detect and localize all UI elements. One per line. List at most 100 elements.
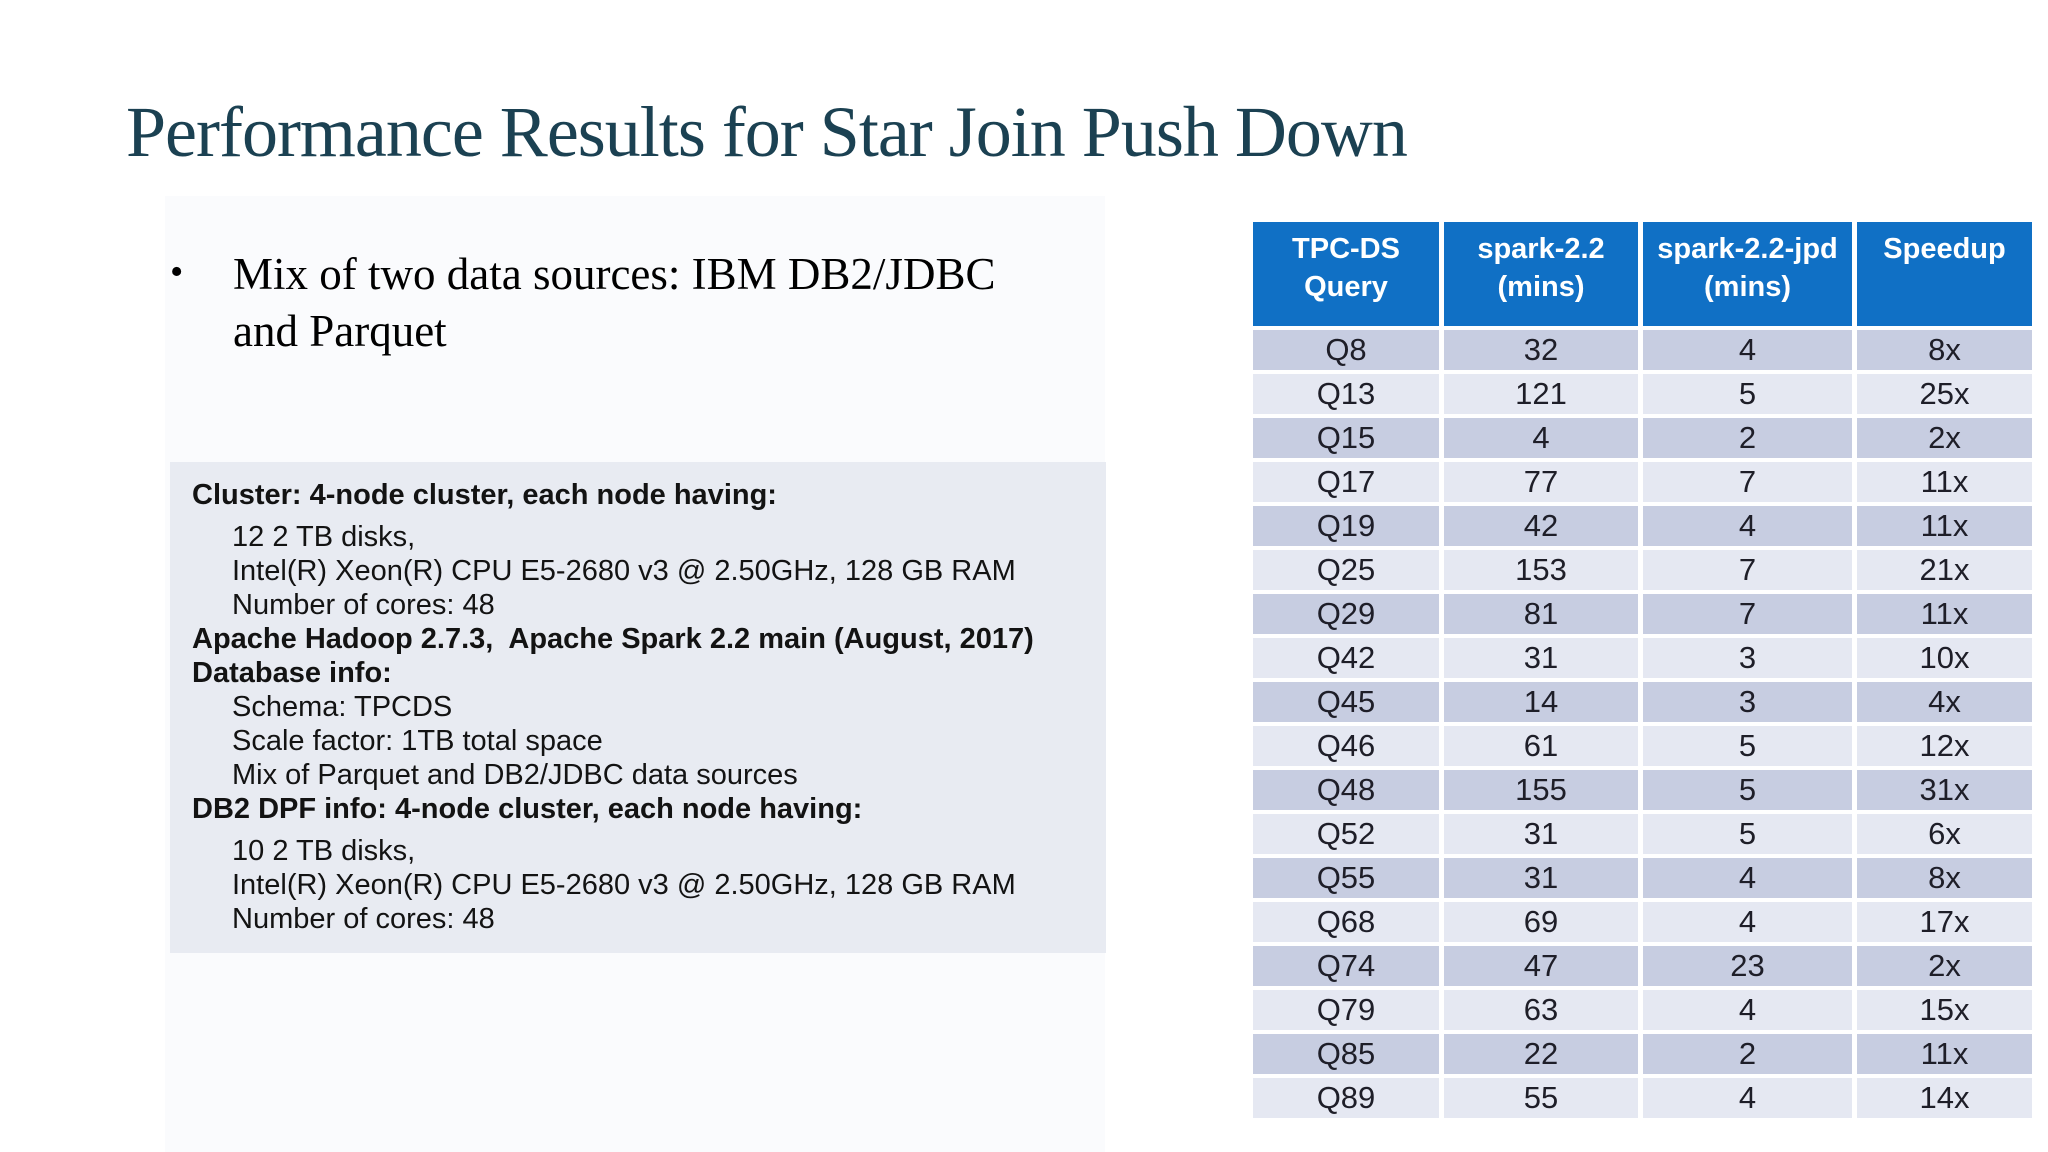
table-cell: Q13 (1253, 374, 1439, 414)
table-cell: 11x (1857, 1034, 2032, 1074)
info-line: Scale factor: 1TB total space (232, 725, 603, 757)
table-cell: Q17 (1253, 462, 1439, 502)
table-cell: 15x (1857, 990, 2032, 1030)
results-table: TPC-DS Query spark-2.2 (mins) spark-2.2-jpd (… (1248, 218, 2037, 1122)
table-header-line: TPC-DS (1292, 233, 1400, 265)
info-line: Intel(R) Xeon(R) CPU E5-2680 v3 @ 2.50GH… (232, 555, 1016, 587)
table-row: Q17 77 7 11x (1253, 462, 2032, 502)
info-line: Cluster: 4-node cluster, each node havin… (192, 479, 777, 511)
table-cell: 4 (1643, 902, 1852, 942)
table-cell: 2 (1643, 1034, 1852, 1074)
table-header-cell: spark-2.2-jpd (mins) (1643, 222, 1852, 326)
table-header-line: spark-2.2-jpd (1657, 233, 1838, 265)
table-cell: 42 (1444, 506, 1638, 546)
info-box: Cluster: 4-node cluster, each node havin… (170, 462, 1106, 953)
info-line: Schema: TPCDS (232, 691, 453, 723)
table-row: Q8 32 4 8x (1253, 330, 2032, 370)
table-cell: 4 (1643, 506, 1852, 546)
table-cell: 3 (1643, 638, 1852, 678)
table-header-cell: TPC-DS Query (1253, 222, 1439, 326)
table-cell: 21x (1857, 550, 2032, 590)
table-cell: 2x (1857, 418, 2032, 458)
table-cell: 77 (1444, 462, 1638, 502)
table-cell: 31x (1857, 770, 2032, 810)
table-cell: 7 (1643, 462, 1852, 502)
table-cell: Q25 (1253, 550, 1439, 590)
table-row: Q52 31 5 6x (1253, 814, 2032, 854)
table-header-line: spark-2.2 (1477, 233, 1605, 265)
table-cell: 2 (1643, 418, 1852, 458)
table-cell: 4x (1857, 682, 2032, 722)
table-cell: 155 (1444, 770, 1638, 810)
table-cell: 10x (1857, 638, 2032, 678)
table-cell: Q79 (1253, 990, 1439, 1030)
table-cell: 81 (1444, 594, 1638, 634)
table-cell: 22 (1444, 1034, 1638, 1074)
table-cell: Q15 (1253, 418, 1439, 458)
table-cell: 4 (1444, 418, 1638, 458)
table-header-line: (mins) (1497, 271, 1585, 303)
table-cell: Q52 (1253, 814, 1439, 854)
bullet-item: • Mix of two data sources: IBM DB2/JDBC a… (170, 246, 1050, 360)
table-cell: 32 (1444, 330, 1638, 370)
table-cell: 5 (1643, 374, 1852, 414)
info-line: Intel(R) Xeon(R) CPU E5-2680 v3 @ 2.50GH… (232, 869, 1016, 901)
info-line: 10 2 TB disks, (232, 835, 416, 867)
table-row: Q42 31 3 10x (1253, 638, 2032, 678)
table-cell: Q68 (1253, 902, 1439, 942)
table-cell: 11x (1857, 594, 2032, 634)
table-cell: Q46 (1253, 726, 1439, 766)
table-row: Q55 31 4 8x (1253, 858, 2032, 898)
table-cell: 4 (1643, 330, 1852, 370)
table-cell: 31 (1444, 638, 1638, 678)
table-cell: 6x (1857, 814, 2032, 854)
table-row: Q79 63 4 15x (1253, 990, 2032, 1030)
table-cell: 5 (1643, 726, 1852, 766)
table-cell: 14 (1444, 682, 1638, 722)
table-cell: Q89 (1253, 1078, 1439, 1118)
table-row: Q29 81 7 11x (1253, 594, 2032, 634)
table-cell: 23 (1643, 946, 1852, 986)
table-cell: 5 (1643, 814, 1852, 854)
table-cell: 5 (1643, 770, 1852, 810)
table-cell: 12x (1857, 726, 2032, 766)
table-cell: 4 (1643, 1078, 1852, 1118)
info-line: Apache Hadoop 2.7.3, Apache Spark 2.2 ma… (192, 623, 1034, 655)
table-cell: 69 (1444, 902, 1638, 942)
table-cell: 63 (1444, 990, 1638, 1030)
table-header-cell: Speedup (1857, 222, 2032, 326)
table-cell: 8x (1857, 330, 2032, 370)
table-row: Q74 47 23 2x (1253, 946, 2032, 986)
info-line: 12 2 TB disks, (232, 521, 416, 553)
bullet-line: Mix of two data sources: IBM DB2/JDBC (233, 249, 996, 299)
table-cell: 14x (1857, 1078, 2032, 1118)
table-cell: Q45 (1253, 682, 1439, 722)
table-cell: 3 (1643, 682, 1852, 722)
table-cell: 7 (1643, 550, 1852, 590)
table-cell: Q55 (1253, 858, 1439, 898)
table-cell: 8x (1857, 858, 2032, 898)
table-row: Q15 4 2 2x (1253, 418, 2032, 458)
table-header-line: (mins) (1704, 271, 1791, 303)
table-cell: 7 (1643, 594, 1852, 634)
table-row: Q25 153 7 21x (1253, 550, 2032, 590)
info-line: Number of cores: 48 (232, 903, 495, 935)
table-cell: Q74 (1253, 946, 1439, 986)
table-header-line: Speedup (1883, 233, 2006, 265)
table-cell: Q8 (1253, 330, 1439, 370)
page-title: Performance Results for Star Join Push D… (126, 92, 1408, 172)
table-row: Q89 55 4 14x (1253, 1078, 2032, 1118)
bullet-text: Mix of two data sources: IBM DB2/JDBC and… (233, 246, 1050, 360)
info-line: Database info: (192, 657, 392, 689)
table-cell: Q29 (1253, 594, 1439, 634)
table-row: Q13 121 5 25x (1253, 374, 2032, 414)
table-header-cell: spark-2.2 (mins) (1444, 222, 1638, 326)
table-row: Q46 61 5 12x (1253, 726, 2032, 766)
table-row: Q68 69 4 17x (1253, 902, 2032, 942)
table-cell: 2x (1857, 946, 2032, 986)
table-row: Q48 155 5 31x (1253, 770, 2032, 810)
table-header-row: TPC-DS Query spark-2.2 (mins) spark-2.2-jpd (… (1253, 222, 2032, 326)
table-cell: 4 (1643, 990, 1852, 1030)
table-body: Q8 32 4 8x Q13 121 5 25x Q15 4 2 2x Q17 77 7 11x Q19 42 4 1… (1253, 330, 2032, 1118)
